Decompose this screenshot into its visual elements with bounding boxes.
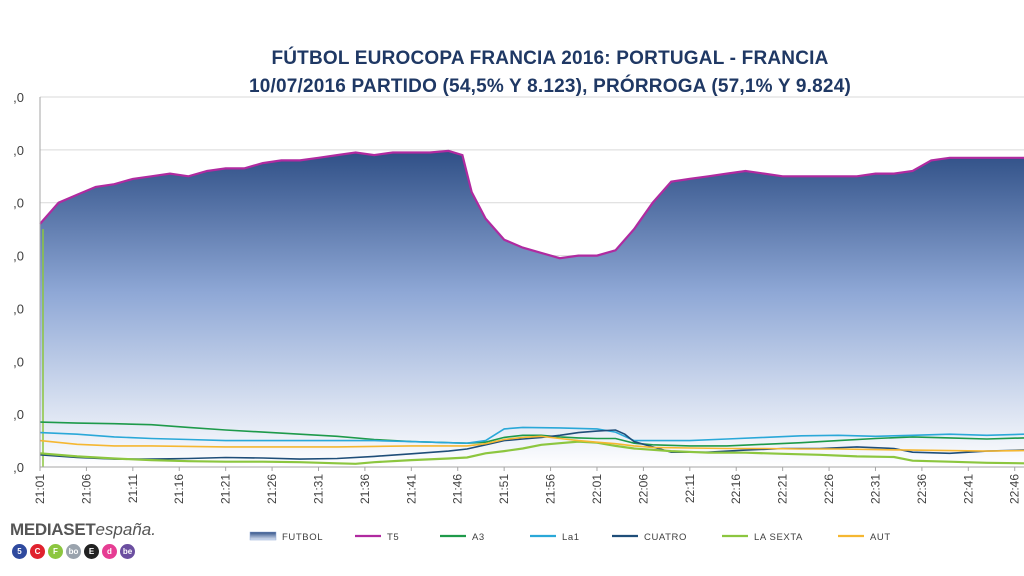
legend-label: LA SEXTA [754,532,803,543]
x-tick-label: 22:01 [590,474,604,504]
channel-logo: 5 [12,544,27,559]
channel-logo: d [102,544,117,559]
x-tick-label: 21:26 [265,474,279,504]
x-tick-label: 22:46 [1008,474,1022,504]
y-tick-label: ,0 [13,196,24,211]
series-la-sexta-line [39,440,1024,465]
x-tick-label: 21:41 [404,474,418,504]
legend-label: La1 [562,532,580,543]
x-tick-label: 22:21 [776,474,790,504]
y-tick-label: ,0 [13,143,24,158]
legend-swatch [249,531,277,541]
x-tick-label: 21:21 [219,474,233,504]
y-tick-label: ,0 [13,354,24,369]
x-tick-label: 22:16 [729,474,743,504]
series-futbol-area [40,150,1024,467]
channel-logo: E [84,544,99,559]
mediaset-logo: MEDIASETespaña. [10,520,156,540]
x-tick-label: 21:31 [311,474,325,504]
x-tick-label: 21:46 [451,474,465,504]
legend-label: CUATRO [644,532,687,543]
x-tick-label: 21:16 [172,474,186,504]
x-tick-label: 21:11 [126,474,140,503]
x-tick-label: 21:06 [79,474,93,504]
channel-logo: C [30,544,45,559]
channel-logo: F [48,544,63,559]
legend-label: FUTBOL [282,532,323,543]
chart-title-line2: 10/07/2016 PARTIDO (54,5% Y 8.123), PRÓR… [248,76,851,97]
x-tick-label: 21:36 [358,474,372,504]
legend-label: A3 [472,532,485,543]
series-la1-line [39,426,1024,445]
x-tick-label: 22:11 [683,474,697,503]
y-tick-label: ,0 [13,460,24,475]
x-tick-label: 21:01 [33,474,47,504]
series-aut-line [39,435,1024,452]
chart-title-line1: FÚTBOL EUROCOPA FRANCIA 2016: PORTUGAL -… [271,48,829,69]
series-a3-line [39,421,1024,447]
legend-label: AUT [870,532,891,543]
legend-label: T5 [387,532,399,543]
logo-word-2: españa. [95,520,156,539]
x-tick-label: 22:26 [822,474,836,504]
x-tick-label: 22:06 [636,474,650,504]
x-tick-label: 22:31 [868,474,882,504]
x-tick-label: 22:41 [961,474,975,504]
y-tick-label: ,0 [13,407,24,422]
x-tick-label: 21:56 [544,474,558,504]
y-tick-label: ,0 [13,90,24,105]
y-tick-label: ,0 [13,301,24,316]
channel-logo: bo [66,544,81,559]
y-tick-label: ,0 [13,249,24,264]
channel-logo: be [120,544,135,559]
series-cuatro-line [39,429,1024,460]
series-t5-line [39,149,1024,260]
x-tick-label: 22:36 [915,474,929,504]
x-tick-label: 21:51 [497,474,511,504]
logo-word-1: MEDIASET [10,520,96,539]
